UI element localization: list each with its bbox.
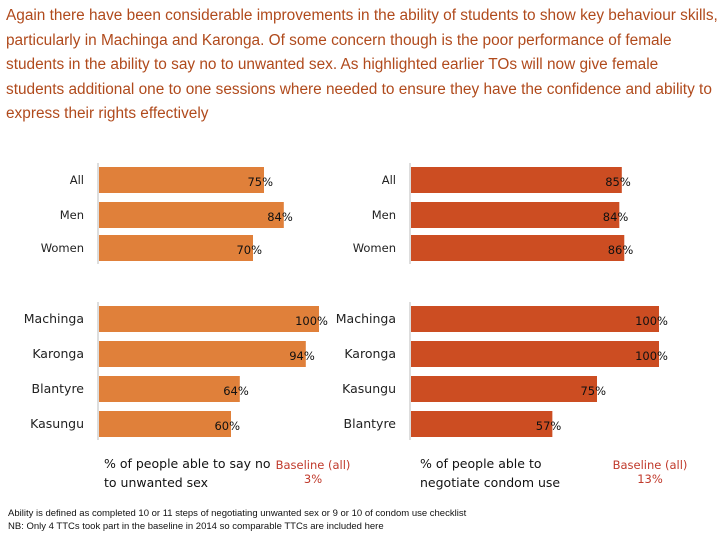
right-bar-women — [411, 235, 625, 261]
right-bar-kasungu — [411, 376, 597, 402]
left-category-kasungu: Kasungu — [30, 416, 84, 431]
right-category-women: Women — [353, 241, 396, 255]
left-category-all: All — [70, 173, 84, 187]
left-category-blantyre: Blantyre — [32, 381, 85, 396]
left-bar-machinga — [99, 306, 319, 332]
right-bar-all — [411, 167, 622, 193]
footnote-definition: Ability is defined as completed 10 or 11… — [8, 508, 467, 519]
left-baseline-value: 3% — [303, 472, 323, 486]
right-value-label-men: 84% — [603, 210, 629, 224]
left-category-machinga: Machinga — [24, 311, 84, 326]
right-baseline-label: Baseline (all) — [612, 458, 688, 472]
right-category-kasungu: Kasungu — [342, 381, 396, 396]
right-baseline: Baseline (all) 13% — [605, 458, 695, 486]
right-value-label-karonga: 100% — [635, 349, 668, 363]
right-bar-karonga — [411, 341, 659, 367]
left-baseline-label: Baseline (all) — [275, 458, 351, 472]
right-value-label-all: 85% — [605, 175, 631, 189]
left-value-label-men: 84% — [267, 210, 293, 224]
right-value-label-blantyre: 57% — [536, 419, 562, 433]
right-bar-machinga — [411, 306, 659, 332]
left-value-label-kasungu: 60% — [214, 419, 240, 433]
right-value-label-machinga: 100% — [635, 314, 668, 328]
left-bar-kasungu — [99, 411, 231, 437]
left-chart-caption: % of people able to say no to unwanted s… — [104, 456, 271, 490]
intro-paragraph: Again there have been considerable impro… — [6, 7, 718, 122]
left-value-label-women: 70% — [236, 243, 262, 257]
right-category-men: Men — [372, 208, 396, 222]
left-bar-karonga — [99, 341, 306, 367]
left-bar-women — [99, 235, 253, 261]
right-chart-caption: % of people able to negotiate condom use — [420, 456, 561, 490]
left-value-label-karonga: 94% — [289, 349, 315, 363]
left-value-label-machinga: 100% — [295, 314, 328, 328]
right-category-all: All — [382, 173, 396, 187]
left-category-women: Women — [41, 241, 84, 255]
right-value-label-women: 86% — [608, 243, 634, 257]
right-value-label-kasungu: 75% — [580, 384, 606, 398]
left-baseline: Baseline (all) 3% — [268, 458, 358, 486]
right-category-karonga: Karonga — [344, 346, 396, 361]
left-value-label-all: 75% — [247, 175, 273, 189]
left-category-karonga: Karonga — [32, 346, 84, 361]
left-bar-men — [99, 202, 284, 228]
left-bar-blantyre — [99, 376, 240, 402]
left-value-label-blantyre: 64% — [223, 384, 249, 398]
footnote-baseline: NB: Only 4 TTCs took part in the baselin… — [8, 521, 384, 532]
left-bar-all — [99, 167, 264, 193]
right-bar-men — [411, 202, 620, 228]
right-category-blantyre: Blantyre — [344, 416, 397, 431]
right-baseline-value: 13% — [637, 472, 663, 486]
left-category-men: Men — [60, 208, 84, 222]
right-bar-blantyre — [411, 411, 553, 437]
right-category-machinga: Machinga — [336, 311, 396, 326]
